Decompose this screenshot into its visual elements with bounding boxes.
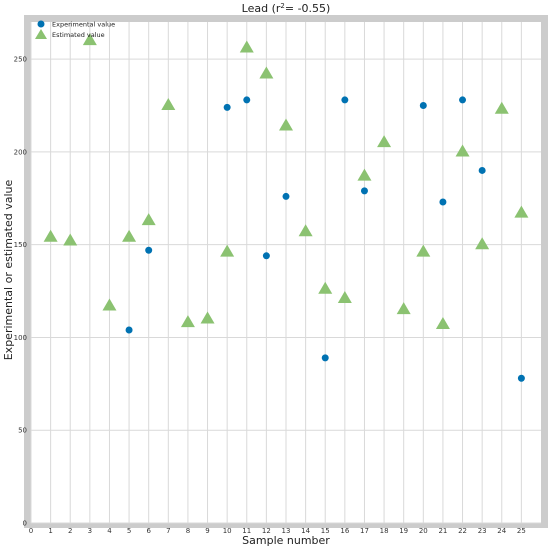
- y-tick-label: 50: [18, 427, 27, 435]
- estimated-point: [63, 233, 78, 246]
- x-tick-label: 13: [282, 527, 291, 535]
- experimental-point: [459, 96, 467, 104]
- experimental-point: [223, 103, 231, 111]
- experimental-point: [145, 246, 153, 254]
- chart-title: Lead (r2= -0.55): [242, 2, 331, 15]
- x-tick-label: 7: [166, 527, 170, 535]
- estimated-point: [220, 244, 235, 257]
- estimated-point: [200, 311, 215, 324]
- estimated-point: [141, 213, 156, 226]
- estimated-point: [396, 302, 411, 315]
- x-tick-label: 4: [107, 527, 112, 535]
- experimental-point: [341, 96, 349, 104]
- estimated-point: [377, 135, 392, 148]
- x-tick-label: 24: [497, 527, 506, 535]
- x-tick-label: 12: [262, 527, 271, 535]
- x-tick-label: 20: [419, 527, 428, 535]
- estimated-point: [122, 229, 137, 242]
- estimated-point: [279, 118, 293, 131]
- legend-triangle-marker: [35, 29, 47, 39]
- experimental-point: [419, 102, 427, 109]
- x-tick-label: 25: [517, 527, 526, 535]
- y-tick-labels: 0 50 100 150 200 250: [14, 56, 27, 528]
- experimental-point: [125, 326, 133, 334]
- y-tick-label: 100: [14, 334, 27, 342]
- legend-circle-marker: [37, 20, 45, 28]
- legend: Experimental value Estimated value: [35, 20, 115, 39]
- experimental-point: [262, 252, 270, 260]
- estimated-point: [435, 317, 450, 330]
- x-tick-label: 18: [380, 527, 389, 535]
- estimated-point: [180, 315, 195, 328]
- data-points: [43, 33, 529, 382]
- x-tick-label: 1: [48, 527, 52, 535]
- estimated-point: [455, 144, 470, 157]
- x-tick-label: 10: [223, 527, 232, 535]
- y-tick-label: 150: [14, 241, 27, 249]
- estimated-point: [102, 298, 117, 311]
- y-axis-label: Experimental or estimated value: [2, 180, 15, 361]
- x-tick-label: 3: [88, 527, 92, 535]
- experimental-point: [243, 96, 251, 104]
- estimated-point: [475, 237, 490, 250]
- x-tick-label: 0: [29, 527, 33, 535]
- x-tick-label: 2: [68, 527, 72, 535]
- estimated-point: [357, 168, 372, 181]
- legend-label-experimental: Experimental value: [52, 21, 115, 29]
- experimental-point: [321, 354, 329, 362]
- x-axis-label: Sample number: [242, 534, 330, 547]
- estimated-point: [298, 224, 313, 237]
- estimated-point: [239, 40, 254, 53]
- x-tick-label: 22: [458, 527, 467, 535]
- x-tick-label: 23: [478, 527, 487, 535]
- y-tick-label: 200: [14, 148, 27, 156]
- grid-lines: [30, 22, 541, 524]
- x-tick-label: 9: [205, 527, 209, 535]
- experimental-point: [360, 187, 368, 195]
- experimental-point: [517, 374, 525, 382]
- x-tick-label: 11: [242, 527, 251, 535]
- experimental-point: [478, 166, 486, 174]
- estimated-point: [43, 229, 58, 242]
- x-tick-label: 14: [301, 527, 310, 535]
- x-tick-label: 17: [360, 527, 369, 535]
- experimental-point: [439, 198, 447, 206]
- x-tick-label: 21: [438, 527, 447, 535]
- y-tick-label: 250: [14, 56, 27, 64]
- estimated-point: [416, 244, 431, 257]
- y-tick-label: 0: [23, 520, 27, 528]
- estimated-point: [82, 33, 97, 46]
- x-tick-label: 6: [146, 527, 151, 535]
- estimated-point: [337, 291, 352, 304]
- legend-label-estimated: Estimated value: [52, 31, 105, 39]
- x-tick-label: 16: [340, 527, 349, 535]
- x-tick-label: 15: [321, 527, 330, 535]
- estimated-point: [514, 205, 529, 218]
- x-tick-label: 5: [127, 527, 131, 535]
- estimated-point: [259, 66, 274, 79]
- experimental-point: [282, 192, 290, 200]
- estimated-point: [318, 281, 333, 294]
- x-tick-labels: 0 1 2 3 4 5 6 7 8 9 10 11 12 13 14 15 16 17 18 19 20 21 22 23 24…: [29, 527, 526, 535]
- x-tick-label: 19: [399, 527, 408, 535]
- estimated-point: [161, 98, 176, 111]
- x-tick-label: 8: [186, 527, 190, 535]
- estimated-point: [494, 101, 509, 114]
